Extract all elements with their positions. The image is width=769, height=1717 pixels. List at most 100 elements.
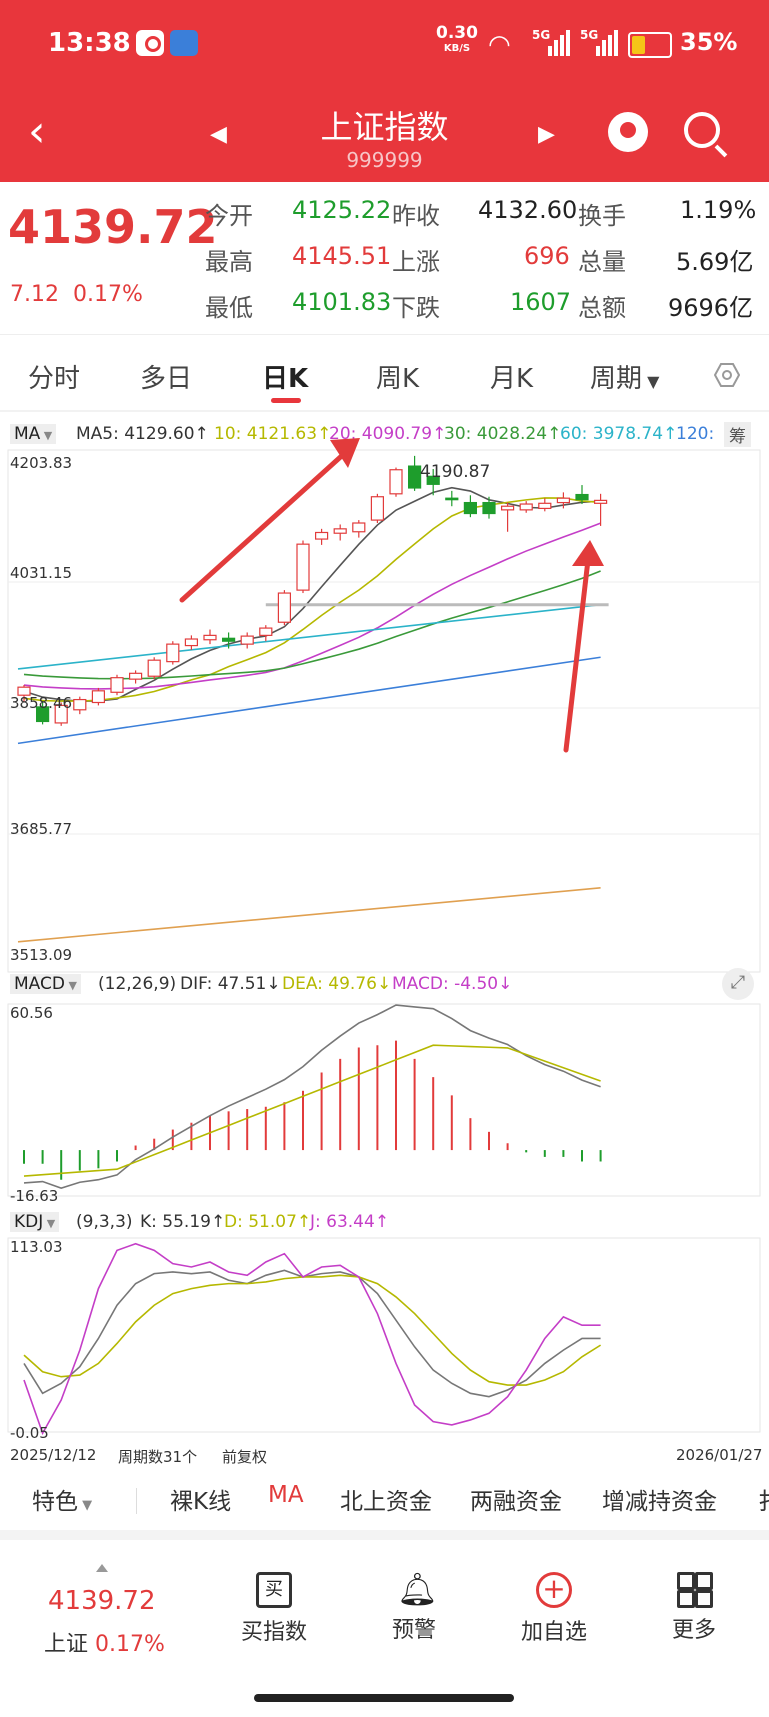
ma-selector[interactable]: MA ▼ (10, 424, 57, 444)
search-icon[interactable] (684, 112, 720, 148)
buy-index-button[interactable]: 买 买指数 (214, 1572, 334, 1646)
holding-change-button[interactable]: 增减持资金 (602, 1489, 717, 1515)
candle (110, 677, 124, 693)
macd-label: MACD (14, 974, 65, 994)
bottom-pct: 0.17% (95, 1632, 165, 1657)
naked-k-button[interactable]: 裸K线 (170, 1489, 232, 1515)
ma60-line (17, 603, 601, 670)
candle (408, 465, 422, 489)
kdj-d-line (23, 1274, 602, 1386)
macd-selector[interactable]: MACD ▼ (10, 974, 81, 994)
kdj-d-value: D: 51.07↑ (224, 1212, 312, 1232)
settings-icon[interactable] (714, 362, 740, 388)
current-price: 4139.72 (8, 200, 218, 254)
candle (147, 659, 161, 677)
kdj-selector[interactable]: KDJ ▼ (10, 1212, 60, 1232)
add-watchlist-label: 加自选 (520, 1620, 587, 1645)
page-title: 上证指数 (320, 108, 449, 146)
kline-chart[interactable]: MA ▼ MA5: 4129.60↑ 10: 4121.63↑ 20: 4090… (0, 412, 769, 1470)
quote-high-label: 最高 (205, 248, 253, 276)
expand-caret-icon[interactable] (96, 1564, 108, 1572)
period-tabs: 分时 多日 日K 周K 月K 周期 ▼ (0, 340, 769, 412)
quote-down-value: 1607 (510, 288, 572, 316)
net-speed-unit: KB/S (443, 43, 471, 54)
sim1-label: 5G (532, 28, 551, 42)
network-speed: 0.30 KB/S (436, 25, 478, 56)
northbound-button[interactable]: 北上资金 (340, 1489, 432, 1515)
active-tab-indicator (271, 398, 301, 403)
mascot-icon[interactable] (608, 112, 648, 152)
quote-amount-label: 总额 (578, 294, 626, 322)
add-watchlist-icon: + (536, 1572, 572, 1608)
chevron-down-icon: ▼ (78, 1498, 93, 1513)
alert-button[interactable]: 🔔︎ 预警 (354, 1572, 474, 1644)
quote-up-label: 上涨 (392, 248, 440, 276)
ma30-line (23, 570, 601, 680)
candle (501, 505, 515, 511)
tab-daily-k[interactable]: 日K (262, 364, 309, 394)
back-icon[interactable]: ‹ (28, 106, 46, 157)
macd-dea-value: DEA: 49.76↓ (282, 974, 392, 994)
next-stock-icon[interactable]: ▶ (538, 122, 555, 147)
prev-stock-icon[interactable]: ◀ (210, 122, 227, 147)
candle (296, 543, 310, 591)
map-app-icon (170, 30, 198, 56)
change-value: 7.12 (10, 282, 59, 307)
feature-menu[interactable]: 特色 ▼ (32, 1482, 92, 1516)
candle (35, 706, 50, 723)
expand-icon[interactable]: ⤢ (722, 968, 754, 1000)
ma30-value: 30: 4028.24↑ (444, 424, 562, 444)
margin-button[interactable]: 两融资金 (470, 1489, 562, 1515)
nav-bar: ‹ ◀ 上证指数 999999 ▶ (0, 90, 769, 182)
adjust-mode: 前复权 (222, 1448, 268, 1466)
candle (222, 637, 236, 642)
annotation-arrow (179, 449, 349, 603)
kdj-j-line (23, 1242, 601, 1436)
quote-turnover-value: 1.19% (680, 196, 757, 224)
chip-distribution-button[interactable]: 筹 (724, 422, 751, 447)
signal-icon-2 (596, 30, 620, 56)
chevron-down-icon: ▼ (642, 372, 660, 391)
ma10-line (23, 497, 601, 702)
feature-menu-label: 特色 (32, 1489, 78, 1515)
candle (333, 528, 347, 534)
price-chart (7, 438, 761, 1436)
battery-percent: 35% (680, 28, 738, 56)
tab-intraday[interactable]: 分时 (28, 364, 81, 394)
candle (315, 531, 329, 540)
status-time: 13:38 (48, 28, 131, 58)
signal-icon (548, 30, 572, 56)
ma60-value: 60: 3978.74↑ (560, 424, 678, 444)
candle (575, 493, 589, 501)
chart-pane-border (7, 449, 761, 973)
candle (389, 469, 403, 495)
more-button[interactable]: 更多 (634, 1572, 754, 1644)
candle (277, 592, 291, 623)
annotation-arrowhead (572, 540, 604, 566)
candle (240, 635, 254, 645)
chevron-down-icon: ▼ (40, 429, 53, 442)
candle (519, 503, 533, 511)
grid-icon (677, 1572, 713, 1608)
candle (538, 502, 552, 510)
wifi-icon: ◠ (488, 30, 511, 60)
quote-volume-label: 总量 (578, 248, 626, 276)
candle (184, 638, 198, 647)
divider (0, 334, 769, 335)
price-change: 7.12 0.17% (10, 282, 143, 307)
ma5-value: MA5: 4129.60↑ (76, 424, 209, 444)
tab-weekly-k[interactable]: 周K (376, 364, 420, 394)
tab-multiday[interactable]: 多日 (140, 364, 193, 394)
ma-button[interactable]: MA (268, 1482, 304, 1508)
more-function-button[interactable]: 扌 (758, 1482, 769, 1516)
ma120-value: 120: (676, 424, 715, 444)
ma250-line (17, 887, 601, 943)
candle (203, 634, 217, 641)
tab-monthly-k[interactable]: 月K (490, 364, 534, 394)
macd-axis-max: 60.56 (10, 1004, 53, 1022)
add-watchlist-button[interactable]: + 加自选 (494, 1572, 614, 1646)
candle (463, 501, 477, 515)
annotation-arrowhead (330, 438, 360, 468)
axis-label-4: 3685.77 (10, 820, 73, 838)
tab-period[interactable]: 周期 ▼ (590, 358, 659, 395)
